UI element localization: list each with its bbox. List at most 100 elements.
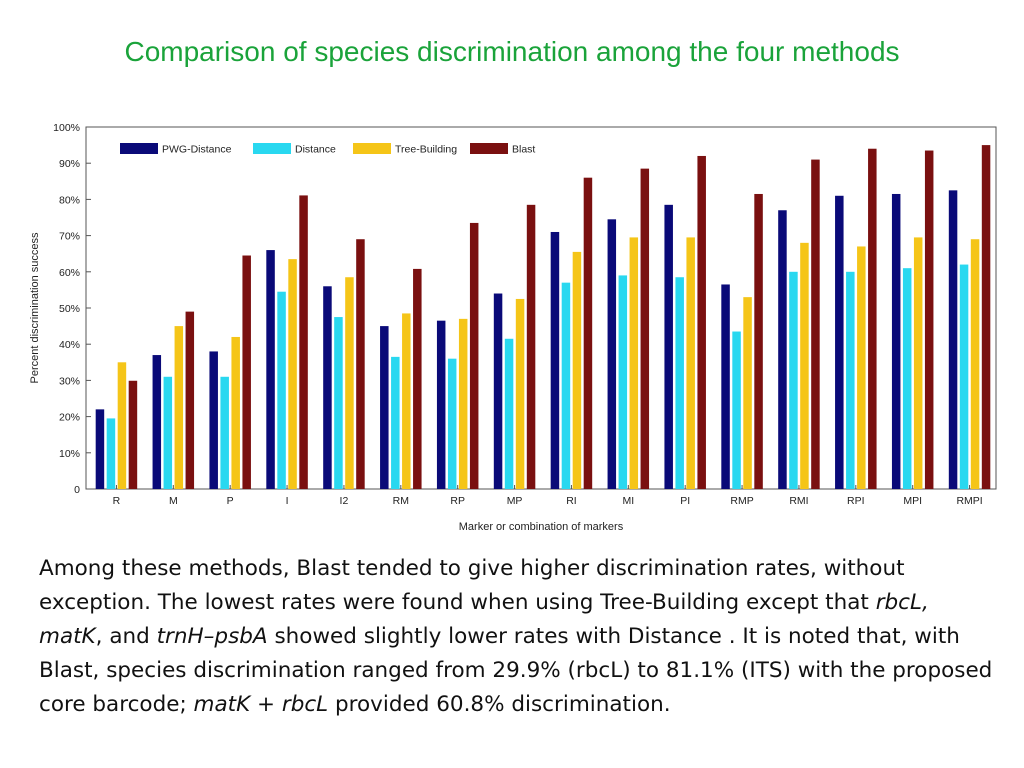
x-tick-label: RMI (789, 495, 808, 507)
bar-blast-mpi (924, 150, 934, 489)
bar-distance-pi (675, 277, 684, 489)
x-tick-label: I (286, 495, 289, 507)
bar-tree-building-rpi (857, 246, 866, 489)
y-tick-label: 50% (59, 303, 80, 315)
x-axis-label: Marker or combination of markers (459, 521, 624, 533)
bar-blast-m (185, 311, 195, 489)
x-tick-label: MPI (903, 495, 922, 507)
bar-tree-building-rm (402, 313, 411, 489)
bar-pwg-distance-pi (664, 204, 673, 489)
bar-distance-m (163, 376, 173, 489)
bar-blast-r (128, 380, 138, 489)
bar-pwg-distance-r (95, 409, 105, 489)
x-tick-label: MI (622, 495, 634, 507)
x-tick-label: RMP (730, 495, 753, 507)
bar-pwg-distance-m (152, 355, 162, 489)
bar-blast-rmi (811, 159, 820, 489)
slide-title: Comparison of species discrimination amo… (124, 36, 900, 67)
bar-distance-rm (391, 356, 400, 489)
x-tick-label: R (113, 495, 121, 507)
legend-label: Tree-Building (395, 144, 457, 156)
y-tick-label: 80% (59, 194, 80, 206)
bar-tree-building-p (231, 336, 240, 489)
y-tick-label: 20% (59, 412, 80, 424)
bar-tree-building-i (288, 259, 297, 489)
bar-blast-pi (697, 155, 706, 489)
bar-tree-building-rmi (800, 242, 809, 489)
body-text: Among these methods, Blast tended to giv… (39, 552, 999, 722)
bar-blast-rpi (868, 148, 877, 489)
bar-blast-rm (413, 268, 422, 489)
legend-label: Distance (295, 144, 336, 156)
y-tick-label: 90% (59, 158, 80, 170)
y-tick-label: 70% (59, 231, 80, 243)
y-tick-label: 60% (59, 267, 80, 279)
bar-pwg-distance-ri (550, 231, 560, 489)
bar-pwg-distance-rp (436, 320, 446, 489)
bar-tree-building-pi (686, 237, 695, 489)
x-tick-label: RM (393, 495, 409, 507)
x-tick-label: MP (507, 495, 523, 507)
x-tick-label: PI (680, 495, 690, 507)
x-tick-label: P (227, 495, 234, 507)
bar-blast-i (299, 195, 308, 489)
bar-distance-rpi (846, 271, 855, 489)
legend-box (116, 139, 556, 159)
y-tick-label: 30% (59, 375, 80, 387)
y-axis-label: Percent discrimination success (29, 232, 41, 384)
body-text-part-3: showed slightly lower rates with Distanc… (39, 624, 993, 717)
y-tick-label: 40% (59, 339, 80, 351)
bar-blast-p (242, 255, 251, 489)
bar-tree-building-mi (629, 237, 639, 489)
bar-tree-building-rmpi (970, 239, 980, 489)
x-tick-label: RPI (847, 495, 865, 507)
x-tick-label: RP (450, 495, 465, 507)
body-text-part-5: provided 60.8% discrimination. (328, 692, 671, 717)
bar-tree-building-m (174, 326, 184, 489)
body-text-part-4: + (250, 692, 282, 717)
bar-distance-r (106, 418, 116, 489)
body-text-italic-2: trnH–psbA (156, 624, 268, 649)
body-text-part-2: , and (95, 624, 157, 649)
bar-pwg-distance-mi (607, 219, 617, 489)
bar-tree-building-rp (458, 318, 468, 489)
legend-label: PWG-Distance (162, 144, 232, 156)
bar-distance-mi (618, 275, 628, 489)
bar-blast-rmp (754, 193, 763, 489)
bar-blast-i2 (356, 239, 365, 489)
bar-tree-building-r (117, 362, 127, 489)
bar-distance-rmi (789, 271, 798, 489)
bar-distance-mp (504, 338, 514, 489)
bar-blast-rmpi (981, 145, 991, 489)
bar-distance-i (277, 291, 286, 489)
bar-tree-building-mp (515, 298, 525, 489)
legend-label: Blast (512, 144, 535, 156)
bar-blast-ri (583, 177, 593, 489)
body-text-italic-3: matK (193, 692, 251, 717)
bar-pwg-distance-rmp (721, 284, 730, 489)
y-tick-label: 100% (53, 122, 80, 134)
bar-pwg-distance-i (266, 250, 275, 489)
bar-distance-mpi (902, 268, 912, 489)
bar-distance-rmpi (959, 264, 969, 489)
x-tick-label: RI (566, 495, 577, 507)
legend-swatch (120, 143, 158, 154)
y-tick-label: 0 (74, 484, 80, 496)
body-text-part-1: Among these methods, Blast tended to giv… (39, 556, 905, 615)
legend-swatch (470, 143, 508, 154)
bar-pwg-distance-rpi (835, 195, 844, 489)
x-tick-label: RMPI (956, 495, 982, 507)
bar-pwg-distance-rmpi (948, 190, 958, 489)
bar-distance-rmp (732, 331, 741, 489)
bar-tree-building-ri (572, 251, 582, 489)
bar-chart: 010%20%30%40%50%60%70%80%90%100%R M P I I2 RM… (29, 122, 997, 533)
bar-blast-mi (640, 168, 650, 489)
x-tick-label: I2 (340, 495, 349, 507)
body-text-italic-1: rbcL, matK (39, 590, 929, 649)
body-text-italic-4: rbcL (281, 692, 329, 717)
bar-pwg-distance-mpi (891, 193, 901, 489)
bar-tree-building-i2 (345, 277, 354, 489)
bar-tree-building-mpi (913, 237, 923, 489)
bar-pwg-distance-rm (380, 326, 389, 489)
bar-distance-i2 (334, 317, 343, 489)
